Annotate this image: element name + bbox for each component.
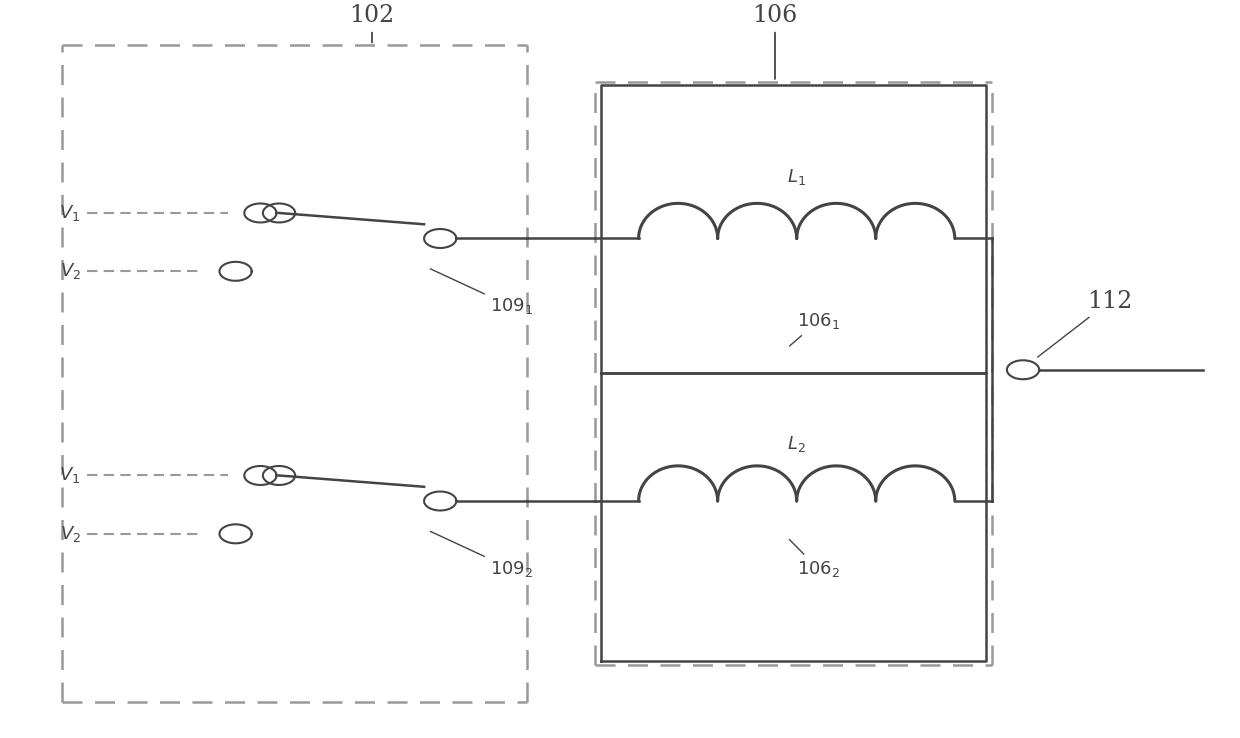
Text: $V_2$: $V_2$ (60, 524, 81, 544)
Text: 102: 102 (350, 4, 394, 43)
Text: $V_1$: $V_1$ (60, 466, 81, 486)
Text: $106_2$: $106_2$ (790, 539, 839, 579)
Text: 106: 106 (753, 4, 797, 79)
Text: 112: 112 (1038, 290, 1132, 357)
Text: $109_1$: $109_1$ (430, 269, 533, 317)
Text: $106_1$: $106_1$ (790, 311, 841, 346)
Text: $L_1$: $L_1$ (787, 168, 806, 187)
Text: $V_1$: $V_1$ (60, 203, 81, 223)
Text: $109_2$: $109_2$ (430, 531, 533, 579)
Text: $V_2$: $V_2$ (60, 261, 81, 281)
Text: $L_2$: $L_2$ (787, 434, 806, 454)
